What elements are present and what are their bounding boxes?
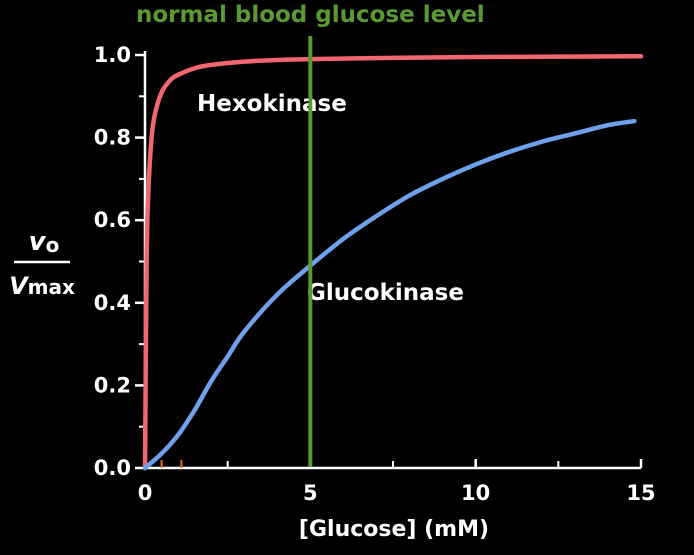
y-tick-label-3: 0.6 [94, 208, 131, 232]
reference-line-label: normal blood glucose level [136, 2, 485, 28]
svg-text:vo: vo [29, 227, 60, 257]
x-tick-label-2: 10 [461, 481, 490, 505]
y-tick-label-0: 0.0 [94, 456, 131, 480]
x-tick-label-0: 0 [138, 481, 153, 505]
x-axis-title: [Glucose] (mM) [299, 517, 489, 542]
reference-layer: normal blood glucose level [136, 2, 485, 467]
y-axis-title-denominator: V [9, 272, 30, 300]
y-tick-label-2: 0.4 [94, 291, 131, 315]
x-tick-label-1: 5 [303, 481, 318, 505]
x-tick-label-3: 15 [626, 481, 655, 505]
y-tick-label-5: 1.0 [94, 43, 131, 67]
y-axis-title: vo Vmax [9, 227, 75, 300]
series-line-hexokinase [142, 53, 644, 471]
svg-text:Vmax: Vmax [9, 272, 75, 300]
series-label-hexokinase: Hexokinase [197, 91, 347, 117]
series-layer: Hexokinase Glucokinase [142, 53, 644, 471]
ticks: 0.0 0.2 0.4 0.6 0.8 1.0 0 5 10 15 [94, 43, 656, 505]
y-axis-title-numerator: v [29, 227, 47, 257]
y-axis-title-denominator-sub: max [28, 275, 75, 299]
series-line-glucokinase [142, 118, 637, 471]
y-tick-label-4: 0.8 [94, 126, 131, 150]
labels: [Glucose] (mM) vo Vmax [9, 227, 489, 542]
y-axis-title-numerator-sub: o [46, 233, 60, 257]
y-tick-label-1: 0.2 [94, 373, 131, 397]
series-label-glucokinase: Glucokinase [307, 280, 464, 306]
